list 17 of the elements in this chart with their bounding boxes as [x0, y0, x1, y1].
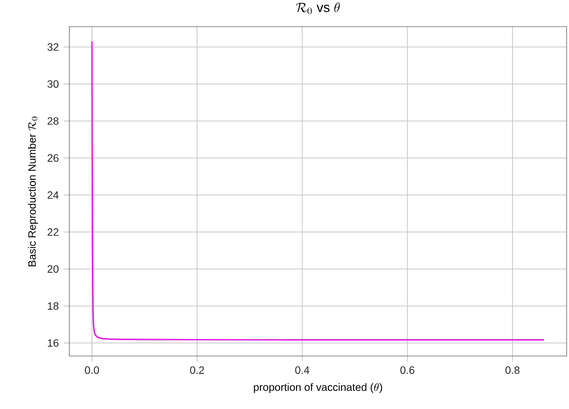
y-tick-label: 16 [48, 339, 58, 347]
chart-title: $\mathcal{R}_0\ \mbox{vs}\ \theta$ [296, 2, 340, 14]
y-axis-title: $\mbox{Basic Reproduction Number }\mathcal{R}_0$ [28, 116, 38, 266]
x-tick-label: 0.0 [84, 366, 99, 374]
x-tick-label: 0.8 [506, 366, 520, 374]
x-tick-label: 0.2 [190, 366, 204, 374]
y-tick-label: 28 [48, 117, 58, 125]
y-tick-label: 24 [48, 191, 59, 199]
y-tick-label: 20 [48, 265, 59, 273]
y-tick-label: 26 [48, 154, 58, 162]
y-tick-label: 22 [48, 228, 58, 236]
x-tick-label: 0.6 [400, 366, 414, 374]
y-tick-label: 32 [47, 43, 58, 51]
x-axis-title: $\mbox{proportion of vaccinated (}\theta\mbox{)}$ [254, 382, 382, 393]
x-tick-label: 0.4 [295, 366, 310, 374]
y-tick-label: 18 [48, 302, 58, 310]
y-tick-label: 30 [47, 80, 59, 88]
